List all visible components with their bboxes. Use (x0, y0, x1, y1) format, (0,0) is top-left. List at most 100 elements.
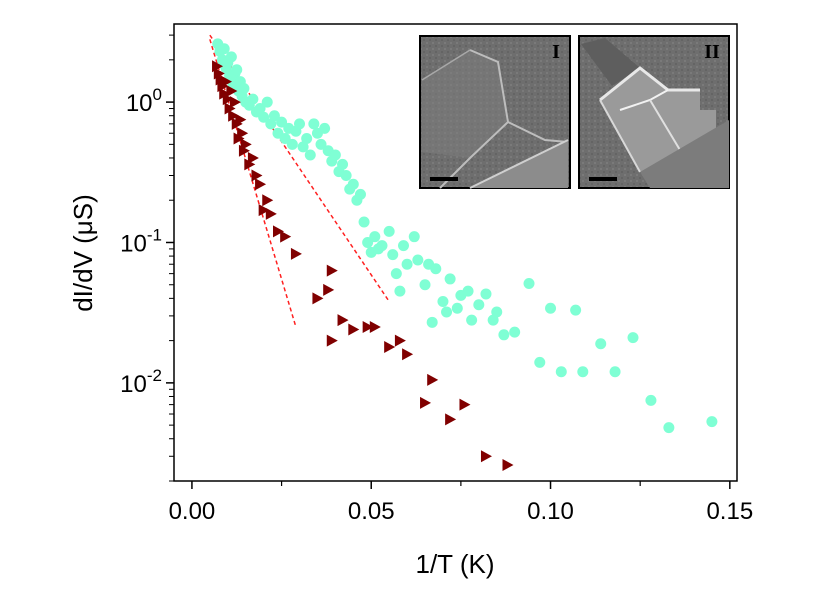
inset-image-2: II (578, 35, 730, 189)
x-tick-label: 0.05 (348, 498, 395, 525)
y-tick-label: 10-1 (120, 225, 162, 257)
data-point-triangle (323, 283, 335, 296)
data-point-triangle (240, 138, 252, 151)
data-point-triangle (251, 169, 263, 182)
data-point-circle (340, 170, 352, 182)
data-point-circle (238, 82, 250, 94)
data-point-circle (663, 422, 675, 434)
data-point-circle (297, 141, 309, 153)
y-tick-label: 10-2 (120, 366, 162, 398)
data-point-triangle (265, 207, 277, 220)
data-point-triangle (220, 75, 232, 88)
data-point-circle (595, 338, 607, 350)
data-point-triangle (427, 373, 439, 386)
data-point-circle (430, 263, 442, 275)
data-point-circle (398, 240, 410, 252)
fit-line (209, 34, 390, 302)
data-point-triangle (326, 264, 338, 277)
data-point-triangle (348, 323, 360, 336)
data-point-triangle (445, 413, 457, 426)
data-point-circle (258, 111, 270, 123)
data-point-circle (706, 416, 718, 428)
data-point-triangle (394, 334, 406, 347)
data-point-triangle (235, 113, 247, 126)
data-point-circle (451, 302, 463, 314)
data-point-circle (354, 188, 366, 200)
data-point-circle (268, 110, 280, 122)
data-point-triangle (226, 84, 238, 97)
data-point-triangle (229, 96, 241, 109)
data-point-circle (358, 216, 370, 228)
data-point-circle (390, 268, 402, 280)
data-point-circle (509, 326, 521, 338)
data-point-circle (412, 254, 424, 266)
data-point-triangle (480, 450, 492, 463)
data-point-circle (394, 285, 406, 297)
data-point-triangle (290, 247, 302, 260)
data-point-triangle (337, 314, 349, 327)
data-point-circle (627, 332, 639, 344)
data-point-circle (304, 149, 316, 161)
data-point-triangle (272, 225, 284, 238)
data-point-circle (337, 158, 349, 170)
data-point-circle (401, 258, 413, 270)
data-point-triangle (222, 93, 234, 106)
x-tick-label: 0.10 (527, 498, 574, 525)
data-point-circle (319, 122, 331, 134)
data-point-triangle (459, 398, 471, 411)
data-point-triangle (384, 341, 396, 354)
data-point-circle (545, 302, 557, 314)
data-point-triangle (247, 151, 259, 164)
data-point-circle (387, 249, 399, 261)
data-point-triangle (502, 459, 514, 472)
data-point-triangle (420, 396, 432, 409)
data-point-triangle (237, 127, 249, 140)
data-point-circle (534, 356, 546, 368)
data-point-circle (225, 51, 237, 63)
scale-bar-2 (589, 177, 617, 181)
data-point-triangle (258, 204, 270, 217)
data-point-circle (466, 314, 478, 326)
y-axis-ticks: 100 10-1 10-2 (120, 34, 174, 482)
x-tick-label: 0.00 (169, 498, 216, 525)
data-point-circle (308, 118, 320, 130)
data-point-circle (609, 366, 621, 378)
plot-frame (173, 23, 738, 482)
data-point-circle (437, 295, 449, 307)
y-axis-title: dI/dV (μS) (68, 194, 98, 312)
data-point-circle (462, 285, 474, 297)
data-point-circle (369, 231, 381, 243)
data-point-circle (383, 225, 395, 237)
data-point-circle (441, 306, 453, 318)
data-point-circle (376, 240, 388, 252)
data-point-circle (218, 43, 230, 55)
data-point-triangle (255, 178, 267, 191)
data-point-circle (645, 394, 657, 406)
x-axis-ticks: 0.00 0.05 0.10 0.15 (169, 481, 753, 525)
data-point-circle (408, 231, 420, 243)
inset-label-2: II (704, 41, 720, 63)
inset-label-1: I (552, 41, 560, 63)
data-point-circle (254, 103, 266, 115)
data-points (212, 38, 718, 472)
y-tick-label: 100 (126, 85, 162, 117)
data-point-circle (261, 96, 273, 108)
data-point-circle (247, 93, 259, 105)
x-tick-label: 0.15 (706, 498, 753, 525)
data-point-circle (329, 149, 341, 161)
data-point-triangle (280, 230, 292, 243)
data-point-triangle (312, 292, 324, 305)
data-point-circle (555, 366, 567, 378)
data-point-circle (419, 279, 431, 291)
data-point-circle (444, 273, 456, 285)
data-point-circle (491, 306, 503, 318)
data-point-triangle (402, 348, 414, 361)
data-point-triangle (262, 194, 274, 207)
data-point-triangle (244, 158, 256, 171)
data-point-circle (286, 138, 298, 150)
data-point-circle (473, 299, 485, 311)
data-point-circle (315, 138, 327, 150)
data-point-circle (347, 178, 359, 190)
data-point-circle (498, 329, 510, 341)
